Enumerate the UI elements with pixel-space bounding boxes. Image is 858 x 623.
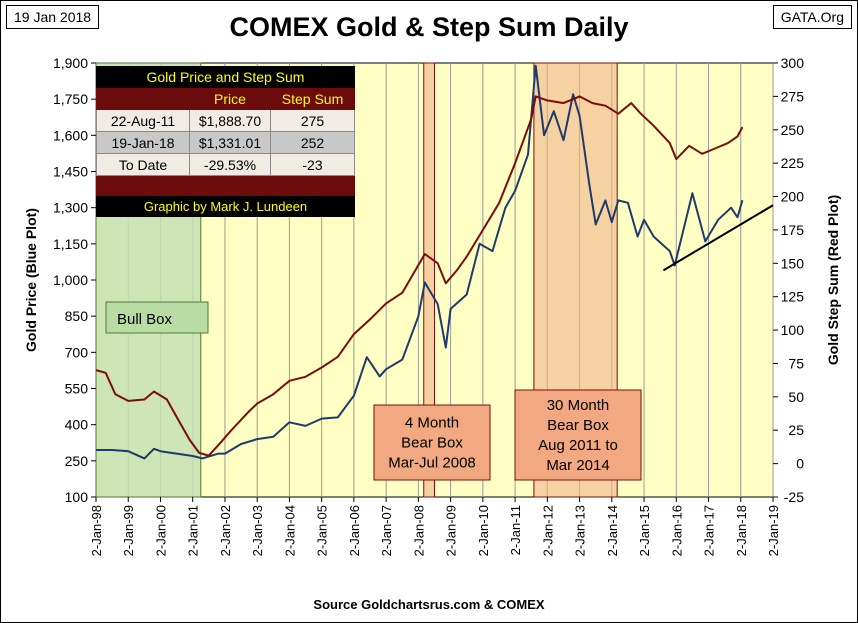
y-left-tick-label: 250 [65,453,89,469]
y-right-tick-label: 75 [788,355,804,371]
bear-box-2011-callout-text: Bear Box [547,417,609,434]
y-right-tick-label: 125 [781,289,805,305]
site-badge: GATA.Org [772,5,852,29]
info-table-row-step: 275 [270,109,355,132]
x-tick-label: 2-Jan-07 [379,505,394,556]
y-left-tick-label: 1,000 [53,272,88,288]
x-tick-label: 2-Jan-04 [282,505,297,556]
x-tick-label: 2-Jan-19 [766,505,781,556]
x-tick-label: 2-Jan-06 [347,505,362,556]
bull-box-label: Bull Box [117,311,173,328]
x-tick-label: 2-Jan-14 [605,505,620,556]
axes: 1002504005507008501,0001,1501,3001,4501,… [23,55,841,556]
info-table-row-step: -23 [270,153,355,176]
x-tick-label: 2-Jan-05 [315,505,330,556]
x-tick-label: 2-Jan-17 [702,505,717,556]
info-table-row-price: $1,331.01 [189,131,271,154]
info-table-col-step: Step Sum [270,87,355,110]
y-right-tick-label: 250 [781,122,805,138]
source-label: Source Goldchartsrus.com & COMEX [313,597,545,612]
info-table-row-price: -29.53% [189,153,271,176]
x-tick-label: 2-Jan-12 [540,505,555,556]
y-left-tick-label: 100 [65,489,89,505]
x-tick-label: 2-Jan-18 [734,505,749,556]
date-badge: 19 Jan 2018 [6,5,100,29]
info-table-col-price: Price [189,87,271,110]
info-table-row-label: 22-Aug-11 [96,109,190,132]
y-right-tick-label: 300 [781,55,805,71]
y-left-tick-label: 1,300 [53,200,88,216]
x-tick-label: 2-Jan-99 [121,505,136,556]
y-right-tick-label: -25 [784,489,804,505]
series-lines [95,64,774,460]
x-tick-label: 2-Jan-13 [573,505,588,556]
y-left-tick-label: 1,900 [53,55,88,71]
bear-box-2008-callout-text: Mar-Jul 2008 [388,455,476,472]
info-table-title: Gold Price and Step Sum [96,66,355,88]
trendline [662,204,774,272]
y-right-tick-label: 150 [781,255,805,271]
bear-box-2011-callout-text: Mar 2014 [546,457,609,474]
x-tick-label: 2-Jan-11 [508,505,523,555]
y-right-tick-label: 100 [781,322,805,338]
x-tick-label: 2-Jan-09 [444,505,459,556]
x-tick-label: 2-Jan-01 [186,505,201,556]
annotations: Bull Box 4 Month Bear Box Mar-Jul 2008 30 Mo… [105,301,642,481]
y-left-tick-label: 850 [65,308,89,324]
y-left-tick-label: 550 [65,381,89,397]
info-table-spacer [96,175,355,196]
x-tick-label: 2-Jan-00 [153,505,168,556]
y-right-tick-label: 0 [796,456,804,472]
y-right-tick-label: 275 [781,88,805,104]
gold-price-line [96,64,744,460]
x-tick-label: 2-Jan-15 [637,505,652,556]
y-left-tick-label: 1,600 [53,127,88,143]
x-tick-label: 2-Jan-03 [250,505,265,556]
x-tick-label: 2-Jan-10 [476,505,491,556]
info-table: Gold Price and Step Sum Price Step Sum 2… [96,66,355,217]
y-left-tick-label: 1,750 [53,91,88,107]
y-left-tick-label: 400 [65,417,89,433]
chart-title: COMEX Gold & Step Sum Daily [229,12,629,42]
bear-box-2011-callout-text: 30 Month [547,397,610,414]
bear-box-2008-callout-text: 4 Month [405,415,459,432]
y-right-tick-label: 200 [781,189,805,205]
y-left-tick-label: 700 [65,344,89,360]
x-tick-label: 2-Jan-98 [89,505,104,556]
info-table-row-price: $1,888.70 [189,109,271,132]
y-right-tick-label: 25 [788,422,804,438]
info-table-row-step: 252 [270,131,355,154]
bull-box-label-bg [105,301,209,334]
x-tick-label: 2-Jan-16 [669,505,684,556]
y-left-tick-label: 1,150 [53,236,88,252]
y-right-tick-label: 50 [788,389,804,405]
y-right-tick-label: 225 [781,155,805,171]
info-table-credit: Graphic by Mark J. Lundeen [96,195,355,217]
y-left-axis-title: Gold Price (Blue Plot) [23,208,39,352]
bear-box-2011-callout-text: Aug 2011 to [538,437,618,454]
y-left-tick-label: 1,450 [53,164,88,180]
bear-box-2008-callout [373,404,491,481]
info-table-row-label: To Date [96,153,190,176]
bear-box-2008-callout-text: Bear Box [401,435,463,452]
y-right-tick-label: 175 [781,222,805,238]
bear-box-2011-callout [514,389,642,481]
info-table-row-label: 19-Jan-18 [96,131,190,154]
bear-box-2008 [423,62,435,498]
y-right-axis-title: Gold Step Sum (Red Plot) [825,195,841,365]
info-table-corner [96,87,190,110]
step-sum-line [95,95,744,457]
x-tick-label: 2-Jan-08 [411,505,426,556]
x-tick-label: 2-Jan-02 [218,505,233,556]
